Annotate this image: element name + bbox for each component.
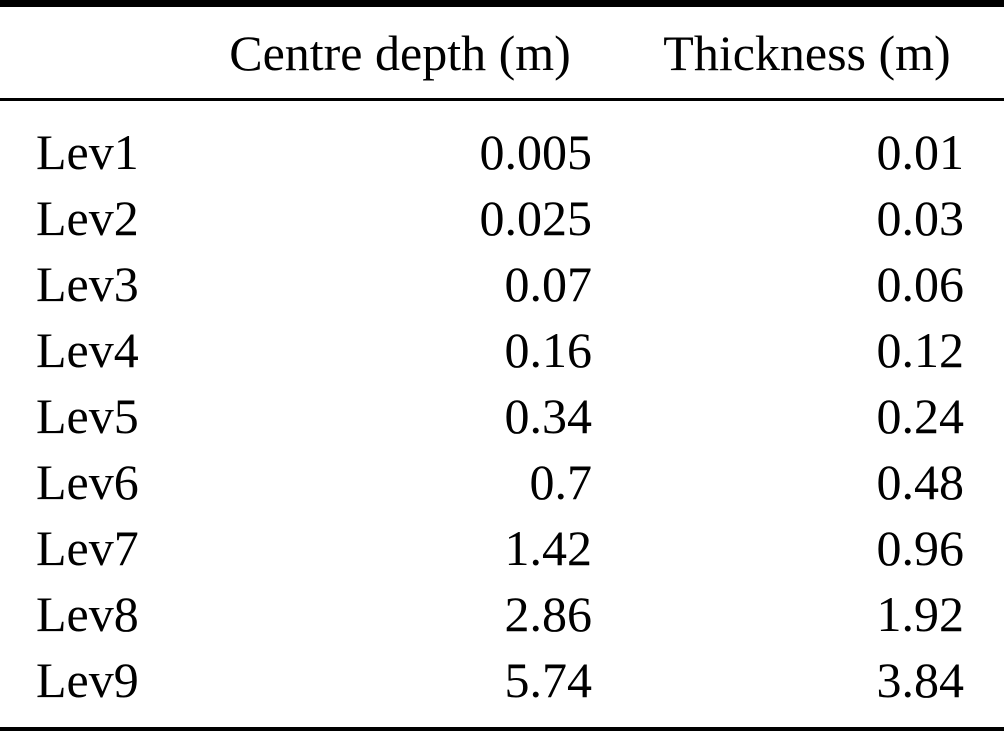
centre-depth-value: 2.86 <box>504 586 593 642</box>
thickness-value: 0.96 <box>876 520 965 576</box>
centre-depth-value: 0.7 <box>529 454 593 510</box>
thickness-value: 0.06 <box>876 256 965 312</box>
thickness-value: 0.48 <box>876 454 965 510</box>
table-row: Lev1 0.005 0.01 <box>0 100 1004 186</box>
level-label: Lev8 <box>36 586 139 642</box>
table-row: Lev7 1.42 0.96 <box>0 515 1004 581</box>
level-label: Lev9 <box>36 652 139 708</box>
table-row: Lev2 0.025 0.03 <box>0 185 1004 251</box>
table-row: Lev4 0.16 0.12 <box>0 317 1004 383</box>
table-header: Centre depth (m) Thickness (m) <box>0 3 1004 101</box>
table-row: Lev9 5.74 3.84 <box>0 647 1004 729</box>
level-label: Lev1 <box>36 124 139 180</box>
thickness-value: 0.24 <box>876 388 965 444</box>
centre-depth-value: 0.025 <box>479 190 593 246</box>
thickness-value: 0.12 <box>876 322 965 378</box>
table-body: Lev1 0.005 0.01 Lev2 0.025 0.03 Lev3 0.0… <box>0 100 1004 730</box>
centre-depth-value: 0.07 <box>504 256 593 312</box>
column-header-thickness: Thickness (m) <box>610 3 1004 101</box>
level-label: Lev3 <box>36 256 139 312</box>
centre-depth-value: 0.34 <box>504 388 593 444</box>
centre-depth-value: 5.74 <box>504 652 593 708</box>
level-label: Lev6 <box>36 454 139 510</box>
thickness-value: 0.03 <box>876 190 965 246</box>
header-row: Centre depth (m) Thickness (m) <box>0 3 1004 101</box>
level-label: Lev7 <box>36 520 139 576</box>
column-header-level <box>0 3 190 101</box>
level-label: Lev2 <box>36 190 139 246</box>
table-row: Lev6 0.7 0.48 <box>0 449 1004 515</box>
thickness-value: 3.84 <box>876 652 965 708</box>
thickness-value: 0.01 <box>876 124 965 180</box>
column-header-centre-depth: Centre depth (m) <box>190 3 610 101</box>
centre-depth-value: 0.16 <box>504 322 593 378</box>
centre-depth-value: 0.005 <box>479 124 593 180</box>
level-label: Lev4 <box>36 322 139 378</box>
centre-depth-value: 1.42 <box>504 520 593 576</box>
thickness-value: 1.92 <box>876 586 965 642</box>
table-row: Lev3 0.07 0.06 <box>0 251 1004 317</box>
table-row: Lev5 0.34 0.24 <box>0 383 1004 449</box>
level-label: Lev5 <box>36 388 139 444</box>
table-row: Lev8 2.86 1.92 <box>0 581 1004 647</box>
